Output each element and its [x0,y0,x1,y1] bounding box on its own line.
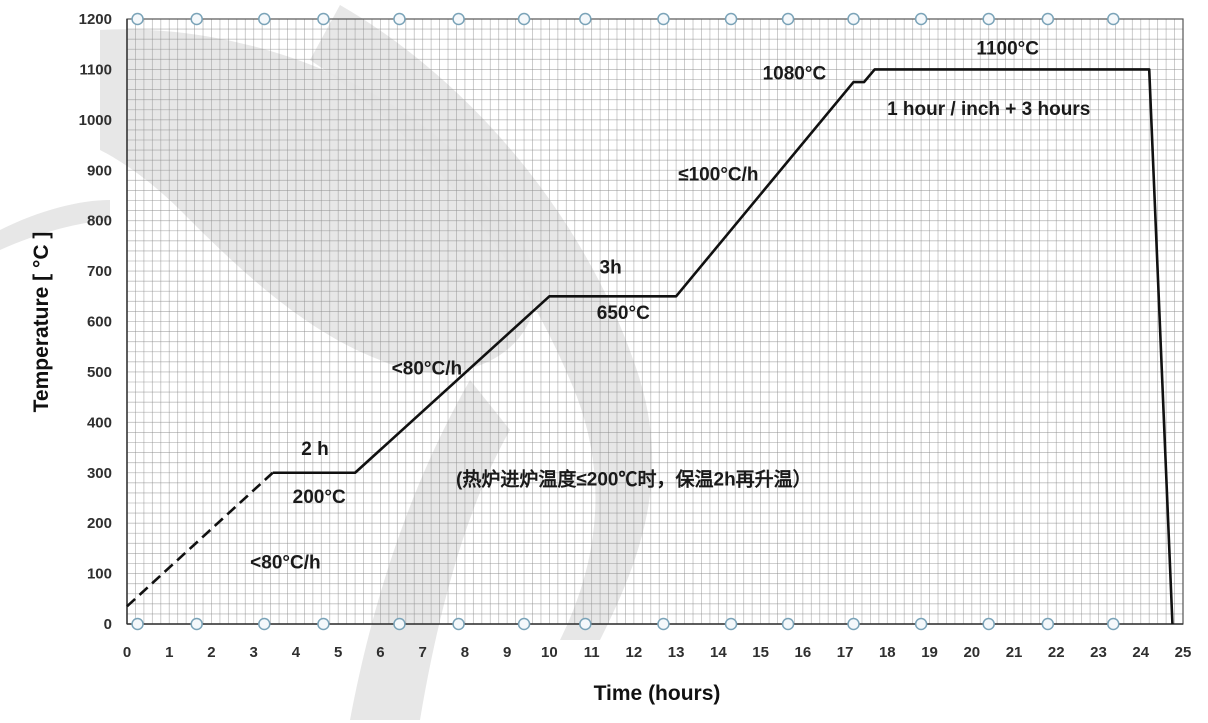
bottom-circle-marker [847,617,860,631]
x-tick-label: 9 [503,644,511,661]
bottom-circle-marker [317,617,330,631]
top-circle-marker [517,12,531,26]
x-tick-label: 23 [1090,644,1107,661]
top-circle-marker [190,12,203,26]
x-tick-label: 3 [250,644,258,661]
bottom-circle-marker [258,617,271,631]
x-tick-label: 19 [921,644,938,661]
annotation-label: (热炉进炉温度≤200℃时，保温2h再升温） [456,467,812,490]
x-tick-label: 25 [1175,644,1192,661]
top-circle-marker [452,12,465,26]
x-tick-label: 1 [165,644,173,661]
series-line-solid [272,68,1174,625]
top-circle-marker [131,12,144,26]
top-circle-marker [1041,12,1055,26]
bottom-circle-marker [914,617,928,631]
annotation-label: ≤100°C/h [678,164,758,185]
bottom-circle-marker [657,617,670,631]
bottom-circle-marker [781,617,795,631]
x-tick-label: 21 [1006,644,1023,661]
bottom-circle-marker [452,617,465,631]
x-tick-label: 8 [461,644,469,661]
y-tick-label: 700 [87,263,112,280]
annotation-label: 200°C [293,487,346,508]
annotation-label: 2 h [301,439,328,460]
top-circle-marker [258,12,271,26]
annotation-label: <80°C/h [250,553,320,574]
temperature-curve [126,68,1174,625]
top-circle-marker [657,12,670,26]
top-circle-marker [724,12,738,26]
x-tick-label: 17 [837,644,854,661]
x-tick-label: 14 [710,644,727,661]
annotations: 2 h 200°C <80°C/h <80°C/h (热炉进炉温度≤200℃时，保温2h… [250,38,1090,573]
bottom-circle-marker [982,617,995,631]
x-tick-label: 13 [668,644,685,661]
bottom-circle-marker [517,617,531,631]
top-circle-marker [847,12,860,26]
bottom-circle-marker [1107,617,1120,631]
x-tick-label: 24 [1132,644,1149,661]
bottom-circle-marker [131,617,144,631]
bottom-circle-marker [1041,617,1055,631]
watermark-swoosh [0,5,653,720]
top-circle-marker [317,12,330,26]
annotation-label: 1080°C [763,64,827,85]
bottom-circle-marker [724,617,738,631]
x-tick-label: 18 [879,644,896,661]
x-tick-label: 20 [963,644,980,661]
x-tick-label: 0 [123,644,131,661]
bottom-circle-marker [393,617,406,631]
y-tick-label: 800 [87,213,112,230]
annotation-label: 1 hour / inch + 3 hours [887,99,1090,120]
y-tick-label: 1100 [79,61,112,78]
x-tick-label: 22 [1048,644,1065,661]
top-circle-marker [393,12,406,26]
x-tick-label: 4 [292,644,301,661]
grid [126,18,1184,625]
x-tick-label: 2 [207,644,215,661]
annotation-label: 3h [600,258,622,279]
annotation-label: 1100°C [976,38,1039,59]
y-tick-label: 400 [87,414,112,431]
tick-labels: 0 1 2 3 4 5 6 7 8 9 10 11 12 13 14 15 16 17 18 19 20 21 22 23 24… [79,11,1192,661]
y-tick-label: 500 [87,364,112,381]
circle-markers [131,12,1120,631]
y-axis-label: Temperature [ °C ] [30,232,53,413]
x-tick-label: 12 [626,644,643,661]
top-circle-marker [982,12,995,26]
top-circle-marker [914,12,928,26]
x-tick-label: 16 [794,644,811,661]
x-tick-label: 11 [584,644,600,661]
top-circle-marker [781,12,795,26]
x-tick-label: 7 [419,644,427,661]
top-circle-marker [1107,12,1120,26]
y-tick-label: 0 [104,616,112,633]
y-tick-label: 300 [87,465,112,482]
x-tick-label: 5 [334,644,342,661]
y-tick-label: 100 [87,566,112,583]
y-tick-label: 200 [87,515,112,532]
y-tick-label: 900 [87,162,112,179]
y-tick-label: 1200 [79,11,112,28]
x-tick-label: 6 [376,644,384,661]
bottom-circle-marker [190,617,203,631]
bottom-circle-marker [579,617,592,631]
y-tick-label: 1000 [79,112,112,129]
top-circle-marker [579,12,592,26]
x-axis-label: Time (hours) [594,682,721,705]
axes [126,18,1184,625]
x-tick-label: 10 [541,644,558,661]
y-tick-label: 600 [87,314,112,331]
annotation-label: 650°C [597,303,650,324]
annotation-label: <80°C/h [392,358,462,379]
x-tick-label: 15 [752,644,769,661]
